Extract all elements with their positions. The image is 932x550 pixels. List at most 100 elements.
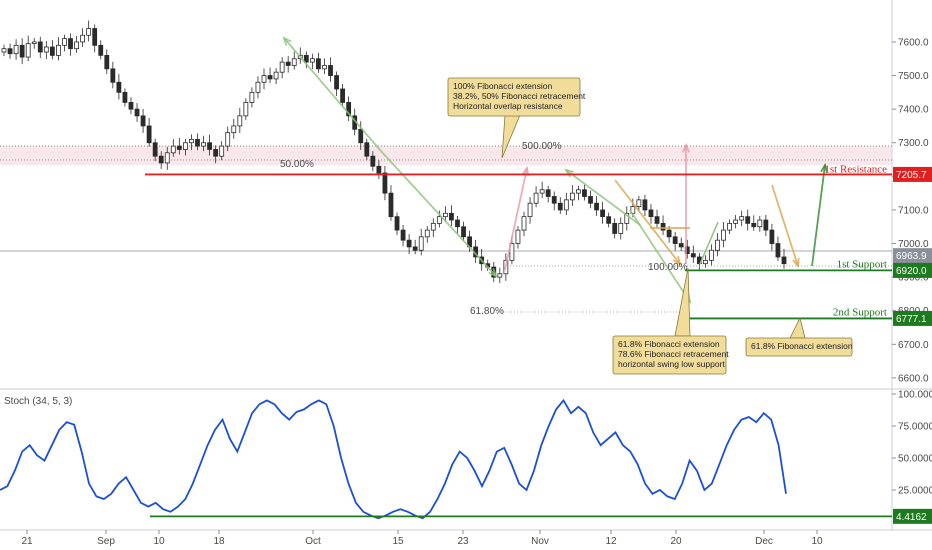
candle-body [195, 138, 200, 147]
candle-body [751, 222, 757, 228]
candle-body [781, 256, 787, 265]
candle-body [92, 28, 98, 46]
price-tick-label: 6900.0 [898, 273, 929, 284]
time-tick-label: Sep [97, 536, 115, 547]
time-tick-label: 23 [457, 536, 469, 547]
candle-body [654, 216, 660, 224]
candle-body [146, 125, 152, 144]
candle-body [170, 145, 176, 154]
candle-body [588, 196, 593, 204]
candle-body [563, 199, 569, 211]
candle-body [56, 44, 61, 56]
support2-note-box [745, 337, 853, 357]
candle-body [49, 46, 55, 56]
price-tick-label: 7000.0 [898, 239, 929, 250]
candle-body [152, 142, 158, 157]
candle-body [110, 68, 116, 83]
stoch-tick-label: 100.0000 [898, 390, 932, 401]
candle-body [25, 43, 31, 58]
candle-body [715, 239, 720, 251]
candle-body [594, 202, 599, 211]
support-1-label: 1st Support [837, 258, 887, 270]
target-arrow [811, 164, 826, 267]
candle-body [37, 41, 43, 53]
candle-body [527, 202, 533, 218]
candle-body [551, 196, 557, 204]
candle-body [322, 65, 327, 70]
candle-body [745, 216, 751, 224]
support1-note-box [612, 335, 727, 375]
candle-body [672, 236, 678, 244]
stoch-tick-label: 75.0000 [898, 422, 932, 433]
time-tick-label: 10 [811, 536, 823, 547]
candle-body [394, 216, 400, 231]
candle-body [158, 155, 164, 164]
support-2-label: 2nd Support [833, 306, 887, 318]
current-price-tag-text: 6963.9 [896, 251, 927, 262]
candle-body [267, 75, 273, 80]
resistance-1-tag-text: 7205.7 [896, 170, 927, 181]
candle-body [618, 222, 624, 234]
candle-body [678, 243, 684, 248]
support1-note-line: horizontal swing low support [618, 359, 725, 369]
candle-body [436, 216, 442, 224]
candle-body [515, 229, 521, 244]
candle-body [763, 219, 769, 231]
candle-body [104, 54, 110, 70]
candle-body [376, 165, 382, 174]
candle-body [533, 192, 539, 204]
candle-body [219, 145, 225, 157]
candle-body [74, 41, 79, 50]
stoch-tick-label: 50.0000 [898, 454, 932, 465]
resistance-zone [0, 146, 892, 165]
candle-body [98, 44, 104, 56]
candle-body [769, 229, 775, 244]
candle-body [31, 41, 37, 45]
fib-label: 500.00% [522, 141, 562, 152]
time-tick-label: Dec [755, 536, 773, 547]
candle-body [176, 145, 182, 150]
fib-arrow-d [565, 169, 641, 226]
candle-body [43, 46, 49, 53]
candles-group [1, 20, 787, 284]
candle-body [231, 125, 237, 134]
support1-note-line: 61.8% Fibonacci extension [618, 339, 720, 349]
fib-arrow-g-head [682, 142, 690, 153]
candle-body [7, 48, 13, 55]
time-tick-label: 10 [153, 536, 165, 547]
resistance-note-line: 100% Fibonacci extension [453, 81, 553, 91]
candle-body [461, 226, 466, 238]
fib-arrow-e [629, 209, 691, 303]
candle-body [201, 142, 206, 147]
candle-body [134, 108, 140, 117]
fib-label: 100.00% [648, 262, 688, 273]
resistance-note-box [447, 77, 581, 117]
candle-body [569, 192, 575, 201]
candle-body [255, 81, 261, 93]
candle-body [309, 58, 315, 63]
candle-body [509, 243, 515, 261]
candle-body [721, 229, 726, 241]
support-2-tag [893, 310, 932, 326]
candle-body [13, 44, 19, 55]
resistance-note-line: 38.2%, 50% Fibonacci retracement [453, 91, 586, 101]
candle-body [213, 149, 219, 157]
fib-arrow-f [614, 179, 681, 265]
fib-arrow-a [283, 37, 381, 151]
fib-arrow-b [379, 149, 497, 277]
candle-body [733, 219, 739, 224]
fib-segment [699, 221, 719, 265]
price-tick-label: 7100.0 [898, 205, 929, 216]
stoch-current-tag [893, 508, 932, 524]
support-1-tag [893, 262, 932, 278]
candle-body [140, 115, 146, 127]
candle-body [340, 88, 346, 103]
candle-body [557, 202, 563, 211]
candle-body [225, 132, 231, 147]
candle-body [80, 34, 86, 43]
stoch-tick-label: 25.0000 [898, 486, 932, 497]
fib-label: 61.80% [470, 306, 504, 317]
price-tick-label: 7600.0 [898, 37, 929, 48]
